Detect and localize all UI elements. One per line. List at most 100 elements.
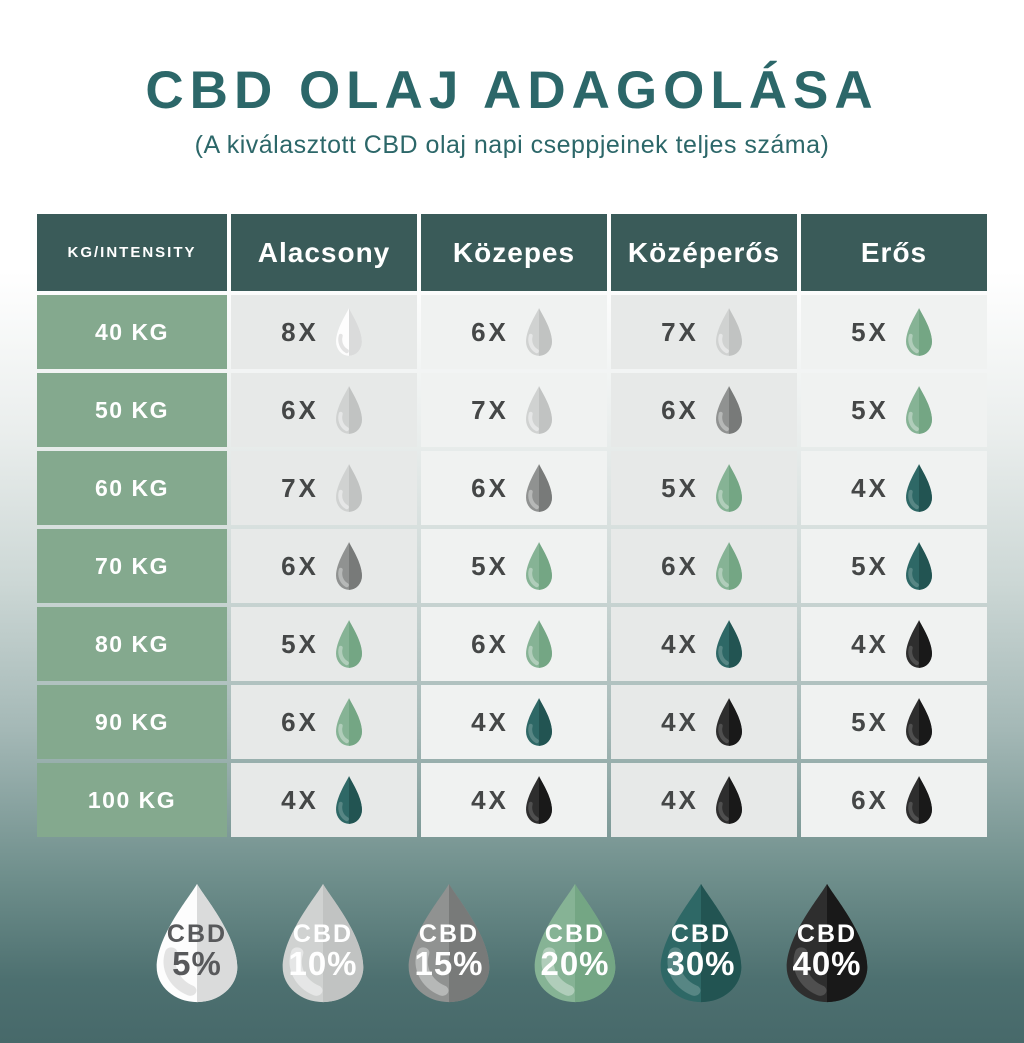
dose-count: 5X xyxy=(851,706,889,737)
column-header-2: Közepes xyxy=(421,214,607,291)
dosage-cell: 6X xyxy=(421,607,607,681)
cbd-10pct-drop-icon xyxy=(335,464,362,512)
dosage-cell: 4X xyxy=(611,607,797,681)
dosage-cell: 7X xyxy=(231,451,417,525)
legend-label-percent: 10% xyxy=(288,945,358,983)
page-subtitle: (A kiválasztott CBD olaj napi cseppjeine… xyxy=(194,131,830,159)
dosage-cell: 5X xyxy=(801,529,987,603)
dosage-cell: 4X xyxy=(421,763,607,837)
row-label: 50 KG xyxy=(37,373,227,447)
dosage-cell: 8X xyxy=(231,295,417,369)
dosage-cell: 4X xyxy=(801,607,987,681)
dose-count: 6X xyxy=(471,628,509,659)
dosage-cell: 6X xyxy=(231,529,417,603)
dosage-cell: 4X xyxy=(611,763,797,837)
row-label: 60 KG xyxy=(37,451,227,525)
legend-label-cbd: CBD xyxy=(418,920,480,948)
dosage-cell: 4X xyxy=(231,763,417,837)
cbd-10pct-drop-icon xyxy=(525,308,552,356)
cbd-5pct-drop-icon xyxy=(335,308,362,356)
row-label: 100 KG xyxy=(37,763,227,837)
page-title: CBD OLAJ ADAGOLÁSA xyxy=(145,61,879,120)
row-label: 80 KG xyxy=(37,607,227,681)
cbd-30pct-drop-icon xyxy=(525,698,552,746)
cbd-15pct-drop-icon xyxy=(525,464,552,512)
dose-count: 6X xyxy=(281,394,319,425)
cbd-20pct-drop-icon xyxy=(905,308,932,356)
cbd-40pct-drop-icon-legend xyxy=(786,883,868,1003)
dose-count: 8X xyxy=(281,316,319,347)
dosage-cell: 6X xyxy=(231,373,417,447)
legend-label-percent: 30% xyxy=(666,945,736,983)
cbd-20pct-drop-icon xyxy=(525,542,552,590)
dose-count: 6X xyxy=(851,784,889,815)
legend-label-cbd: CBD xyxy=(544,920,606,948)
dose-count: 4X xyxy=(851,628,889,659)
legend-label: CBD 30% xyxy=(645,921,757,982)
cbd-15pct-drop-icon-legend xyxy=(408,883,490,1003)
dose-count: 6X xyxy=(661,394,699,425)
dose-count: 6X xyxy=(471,316,509,347)
dose-count: 5X xyxy=(661,472,699,503)
cbd-15pct-drop-icon xyxy=(715,386,742,434)
legend-label: CBD 10% xyxy=(267,921,379,982)
legend-label-percent: 5% xyxy=(172,945,222,983)
dose-count: 4X xyxy=(661,784,699,815)
dose-count: 5X xyxy=(471,550,509,581)
dosage-cell: 6X xyxy=(231,685,417,759)
cbd-20pct-drop-icon xyxy=(715,542,742,590)
legend-label-cbd: CBD xyxy=(670,920,732,948)
cbd-30pct-drop-icon-legend xyxy=(660,883,742,1003)
dosage-cell: 4X xyxy=(421,685,607,759)
cbd-20pct-drop-icon xyxy=(715,464,742,512)
cbd-40pct-drop-icon xyxy=(905,776,932,824)
cbd-40pct-drop-icon xyxy=(715,776,742,824)
dose-count: 4X xyxy=(661,706,699,737)
cbd-15pct-drop-icon xyxy=(335,542,362,590)
column-header-1: Alacsony xyxy=(231,214,417,291)
cbd-30pct-drop-icon xyxy=(715,620,742,668)
legend-label-percent: 20% xyxy=(540,945,610,983)
cbd-40pct-drop-icon xyxy=(525,776,552,824)
dose-count: 5X xyxy=(851,394,889,425)
legend-label-cbd: CBD xyxy=(796,920,858,948)
dose-count: 5X xyxy=(281,628,319,659)
dosage-cell: 6X xyxy=(611,373,797,447)
cbd-dosage-infographic: CBD OLAJ ADAGOLÁSA (A kiválasztott CBD o… xyxy=(37,61,987,1005)
row-label: 40 KG xyxy=(37,295,227,369)
cbd-40pct-drop-icon xyxy=(715,698,742,746)
legend-label-percent: 15% xyxy=(414,945,484,983)
dose-count: 4X xyxy=(471,784,509,815)
dosage-cell: 7X xyxy=(421,373,607,447)
dosage-cell: 6X xyxy=(421,451,607,525)
column-header-3: Középerős xyxy=(611,214,797,291)
legend-label: CBD 40% xyxy=(771,921,883,982)
legend-label-percent: 40% xyxy=(792,945,862,983)
legend-item: CBD 40% xyxy=(771,881,883,1005)
legend-label-cbd: CBD xyxy=(292,920,354,948)
cbd-10pct-drop-icon xyxy=(715,308,742,356)
cbd-40pct-drop-icon xyxy=(905,620,932,668)
dosage-cell: 5X xyxy=(421,529,607,603)
legend-label-cbd: CBD xyxy=(166,920,228,948)
dosage-cell: 6X xyxy=(801,763,987,837)
dosage-cell: 5X xyxy=(231,607,417,681)
dose-count: 5X xyxy=(851,316,889,347)
cbd-20pct-drop-icon xyxy=(525,620,552,668)
dose-count: 4X xyxy=(851,472,889,503)
dosage-cell: 6X xyxy=(421,295,607,369)
cbd-30pct-drop-icon xyxy=(335,776,362,824)
legend-label: CBD 20% xyxy=(519,921,631,982)
dose-count: 7X xyxy=(281,472,319,503)
dosage-cell: 5X xyxy=(801,685,987,759)
row-label: 90 KG xyxy=(37,685,227,759)
legend-item: CBD 20% xyxy=(519,881,631,1005)
dose-count: 6X xyxy=(281,706,319,737)
legend-item: CBD 15% xyxy=(393,881,505,1005)
cbd-20pct-drop-icon-legend xyxy=(534,883,616,1003)
row-label: 70 KG xyxy=(37,529,227,603)
cbd-10pct-drop-icon-legend xyxy=(282,883,364,1003)
dosage-cell: 6X xyxy=(611,529,797,603)
dosage-cell: 5X xyxy=(611,451,797,525)
cbd-strength-legend: CBD 5% CBD 10% CBD 15% CBD 20% CBD 30% CBD 40% xyxy=(37,881,987,1005)
